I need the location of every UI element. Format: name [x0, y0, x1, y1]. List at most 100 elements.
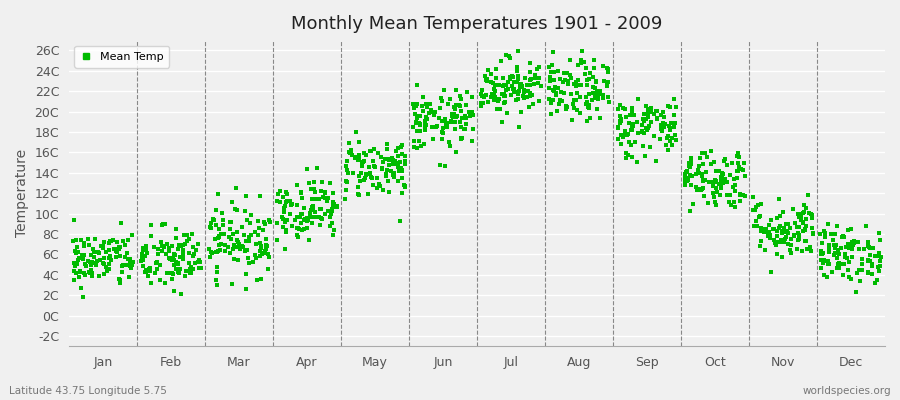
- Point: [140, 266, 154, 273]
- Point: [165, 242, 179, 249]
- Point: [256, 219, 271, 225]
- Point: [413, 122, 428, 128]
- Point: [512, 88, 526, 94]
- Point: [462, 108, 476, 115]
- Point: [110, 245, 124, 252]
- Point: [640, 126, 654, 133]
- Point: [770, 239, 785, 246]
- Point: [428, 109, 442, 115]
- Point: [530, 65, 544, 72]
- Point: [239, 286, 254, 293]
- Point: [90, 258, 104, 264]
- Point: [794, 214, 808, 220]
- Point: [163, 256, 177, 262]
- Point: [590, 79, 604, 85]
- Point: [171, 261, 185, 268]
- Point: [617, 130, 632, 137]
- Point: [578, 71, 592, 78]
- Point: [274, 214, 289, 220]
- Point: [436, 125, 450, 132]
- Point: [431, 114, 446, 121]
- Point: [122, 256, 137, 262]
- Point: [625, 125, 639, 132]
- Point: [616, 105, 631, 111]
- Point: [704, 148, 718, 154]
- Point: [832, 260, 846, 266]
- Point: [667, 124, 681, 130]
- Point: [291, 224, 305, 231]
- Point: [68, 268, 82, 274]
- Point: [534, 83, 548, 89]
- Point: [834, 234, 849, 240]
- Point: [67, 217, 81, 224]
- Point: [474, 93, 489, 99]
- Point: [767, 236, 781, 243]
- Point: [660, 135, 674, 141]
- Point: [761, 233, 776, 239]
- Point: [395, 151, 410, 157]
- Point: [573, 60, 588, 66]
- Point: [305, 196, 320, 202]
- Point: [821, 260, 835, 267]
- Point: [453, 102, 467, 109]
- Point: [150, 251, 165, 258]
- Point: [351, 157, 365, 163]
- Point: [356, 159, 370, 166]
- Point: [783, 249, 797, 256]
- Point: [781, 220, 796, 227]
- Point: [500, 110, 514, 116]
- Point: [816, 260, 831, 266]
- Point: [225, 198, 239, 205]
- Point: [118, 254, 132, 260]
- Point: [772, 225, 787, 232]
- Point: [358, 171, 373, 177]
- Point: [826, 237, 841, 244]
- Point: [458, 126, 473, 132]
- Point: [238, 192, 253, 199]
- Point: [370, 150, 384, 156]
- Point: [565, 101, 580, 107]
- Point: [71, 256, 86, 263]
- Point: [339, 166, 354, 173]
- Point: [251, 232, 266, 238]
- Point: [416, 107, 430, 114]
- Point: [520, 94, 535, 100]
- Point: [210, 264, 224, 270]
- Point: [611, 106, 625, 112]
- Point: [507, 78, 521, 85]
- Point: [305, 213, 320, 220]
- Point: [550, 68, 564, 74]
- Point: [738, 193, 752, 199]
- Point: [846, 242, 860, 248]
- Point: [777, 239, 791, 245]
- Point: [408, 111, 422, 118]
- Point: [180, 238, 194, 244]
- Point: [542, 96, 556, 102]
- Point: [284, 200, 299, 207]
- Point: [662, 147, 676, 153]
- Point: [571, 107, 585, 113]
- Point: [370, 175, 384, 182]
- Point: [783, 224, 797, 231]
- Point: [614, 132, 628, 138]
- Point: [300, 218, 314, 225]
- Point: [642, 123, 656, 130]
- Point: [580, 77, 595, 83]
- Point: [704, 161, 718, 167]
- Point: [694, 187, 708, 194]
- Point: [546, 86, 561, 93]
- Point: [524, 76, 538, 82]
- Point: [323, 222, 338, 229]
- Title: Monthly Mean Temperatures 1901 - 2009: Monthly Mean Temperatures 1901 - 2009: [292, 15, 662, 33]
- Point: [293, 220, 308, 227]
- Point: [814, 251, 828, 257]
- Point: [318, 194, 332, 201]
- Point: [407, 103, 421, 109]
- Point: [448, 86, 463, 93]
- Point: [842, 274, 857, 280]
- Point: [874, 254, 888, 260]
- Point: [496, 75, 510, 81]
- Point: [338, 163, 353, 170]
- Point: [380, 167, 394, 174]
- Point: [557, 90, 572, 96]
